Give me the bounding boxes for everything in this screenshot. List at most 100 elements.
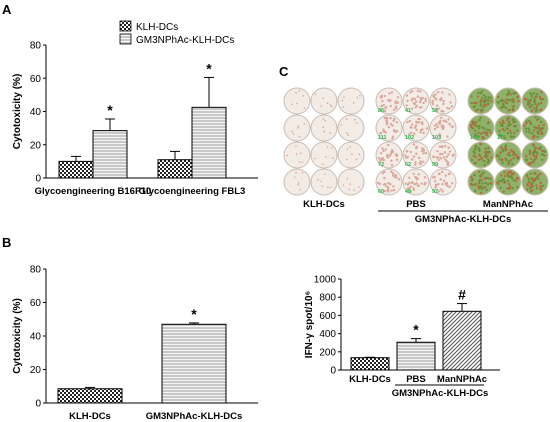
elispot-spot <box>446 106 449 110</box>
elispot-spot <box>441 127 445 131</box>
elispot-spot <box>497 182 500 186</box>
elispot-spot <box>396 101 399 104</box>
elispot-spot <box>408 181 411 184</box>
elispot-spot <box>329 186 332 189</box>
chart-a-y-tick-label: 20 <box>30 140 42 151</box>
chart-c-category-label: PBS <box>406 374 426 385</box>
elispot-spot <box>448 123 451 126</box>
elispot-spot <box>506 117 510 120</box>
chart-a-category-label: Glycoengineering FBL3 <box>139 186 246 197</box>
elispot-spot <box>432 176 435 179</box>
elispot-spot <box>479 132 483 135</box>
elispot-spot <box>381 158 384 161</box>
elispot-spot <box>378 182 382 186</box>
elispot-spot <box>393 117 396 121</box>
elispot-spot <box>528 131 531 134</box>
elispot-spot <box>395 121 398 124</box>
elispot-well <box>283 114 311 142</box>
elispot-spot <box>512 98 515 102</box>
elispot-spot <box>295 171 297 174</box>
elispot-spot <box>499 174 503 177</box>
elispot-spot <box>542 149 546 153</box>
elispot-well <box>337 87 365 115</box>
elispot-spot <box>504 147 508 150</box>
elispot-spot <box>484 147 487 150</box>
chart-b-bar-1 <box>161 323 227 404</box>
elispot-spot <box>481 90 484 93</box>
elispot-spot <box>439 157 443 160</box>
elispot-spot <box>431 102 435 106</box>
elispot-spot <box>441 152 444 156</box>
elispot-spot <box>489 96 492 99</box>
elispot-spot <box>437 190 441 193</box>
elispot-spot <box>530 132 534 135</box>
elispot-spot <box>322 97 324 100</box>
chart-a-y-axis-label: Cytotoxicity (%) <box>12 74 23 150</box>
elispot-spot <box>379 96 383 99</box>
elispot-spot <box>386 156 390 159</box>
elispot-spot <box>503 136 506 140</box>
elispot-spot <box>487 121 490 124</box>
elispot-spot <box>323 130 326 133</box>
elispot-spot <box>529 186 532 189</box>
elispot-spot <box>535 187 539 190</box>
elispot-spot <box>392 188 396 192</box>
elispot-spot <box>541 127 544 130</box>
elispot-spot <box>442 100 445 103</box>
elispot-spot <box>391 137 394 140</box>
elispot-spot <box>449 101 452 104</box>
elispot-spot <box>480 110 483 113</box>
elispot-spot <box>540 153 544 156</box>
elispot-spot <box>415 120 418 124</box>
elispot-spot <box>506 93 510 96</box>
elispot-spot <box>451 154 455 157</box>
elispot-spot <box>377 156 381 160</box>
elispot-spot <box>380 151 383 155</box>
elispot-spot <box>531 103 534 107</box>
elispot-spot <box>474 182 478 186</box>
elispot-spot <box>472 183 475 186</box>
elispot-spot <box>539 97 543 101</box>
elispot-spot <box>512 105 515 108</box>
elispot-spot <box>500 158 504 161</box>
elispot-spot <box>538 95 542 99</box>
elispot-spot <box>534 146 537 150</box>
elispot-spot <box>320 105 322 108</box>
elispot-spot <box>534 109 538 113</box>
elispot-spot <box>389 152 393 156</box>
elispot-spot <box>511 187 514 190</box>
elispot-spot <box>359 94 361 97</box>
elispot-spot <box>532 100 536 103</box>
elispot-spot <box>387 125 391 129</box>
elispot-spot <box>431 99 434 103</box>
chart-c-bar-1-significance: * <box>413 322 419 338</box>
elispot-spot <box>395 107 398 110</box>
elispot-spot <box>417 173 420 176</box>
elispot-spot <box>442 102 445 106</box>
elispot-spot <box>410 126 413 129</box>
elispot-spot <box>434 186 437 189</box>
elispot-spot <box>346 158 348 161</box>
chart-a-category-label: Glycoengineering B16F10 <box>35 186 152 197</box>
elispot-spot <box>418 100 422 104</box>
elispot-spot <box>447 146 450 149</box>
elispot-spot <box>342 184 345 186</box>
elispot-spot <box>448 93 451 96</box>
chart-a: 0 20 40 60 80 Cytotoxicity (%) * Glycoengineeri… <box>12 41 258 197</box>
elispot-spot <box>435 104 439 107</box>
elispot-spot <box>451 182 454 185</box>
chart-a-bar-1-1-significance: * <box>206 60 212 76</box>
elispot-spot <box>447 153 450 156</box>
elispot-spot <box>422 131 425 135</box>
elispot-spot <box>536 135 539 139</box>
elispot-spot <box>324 119 326 122</box>
elispot-spot <box>508 175 511 179</box>
chart-a-bar-0-1 <box>92 130 128 179</box>
elispot-spot <box>535 151 538 154</box>
elispot-spot <box>535 126 538 130</box>
elispot-spot <box>299 188 301 191</box>
elispot-spot <box>537 177 540 180</box>
elispot-spot <box>503 170 506 174</box>
elispot-spot <box>353 189 355 192</box>
elispot-spot <box>516 95 520 98</box>
